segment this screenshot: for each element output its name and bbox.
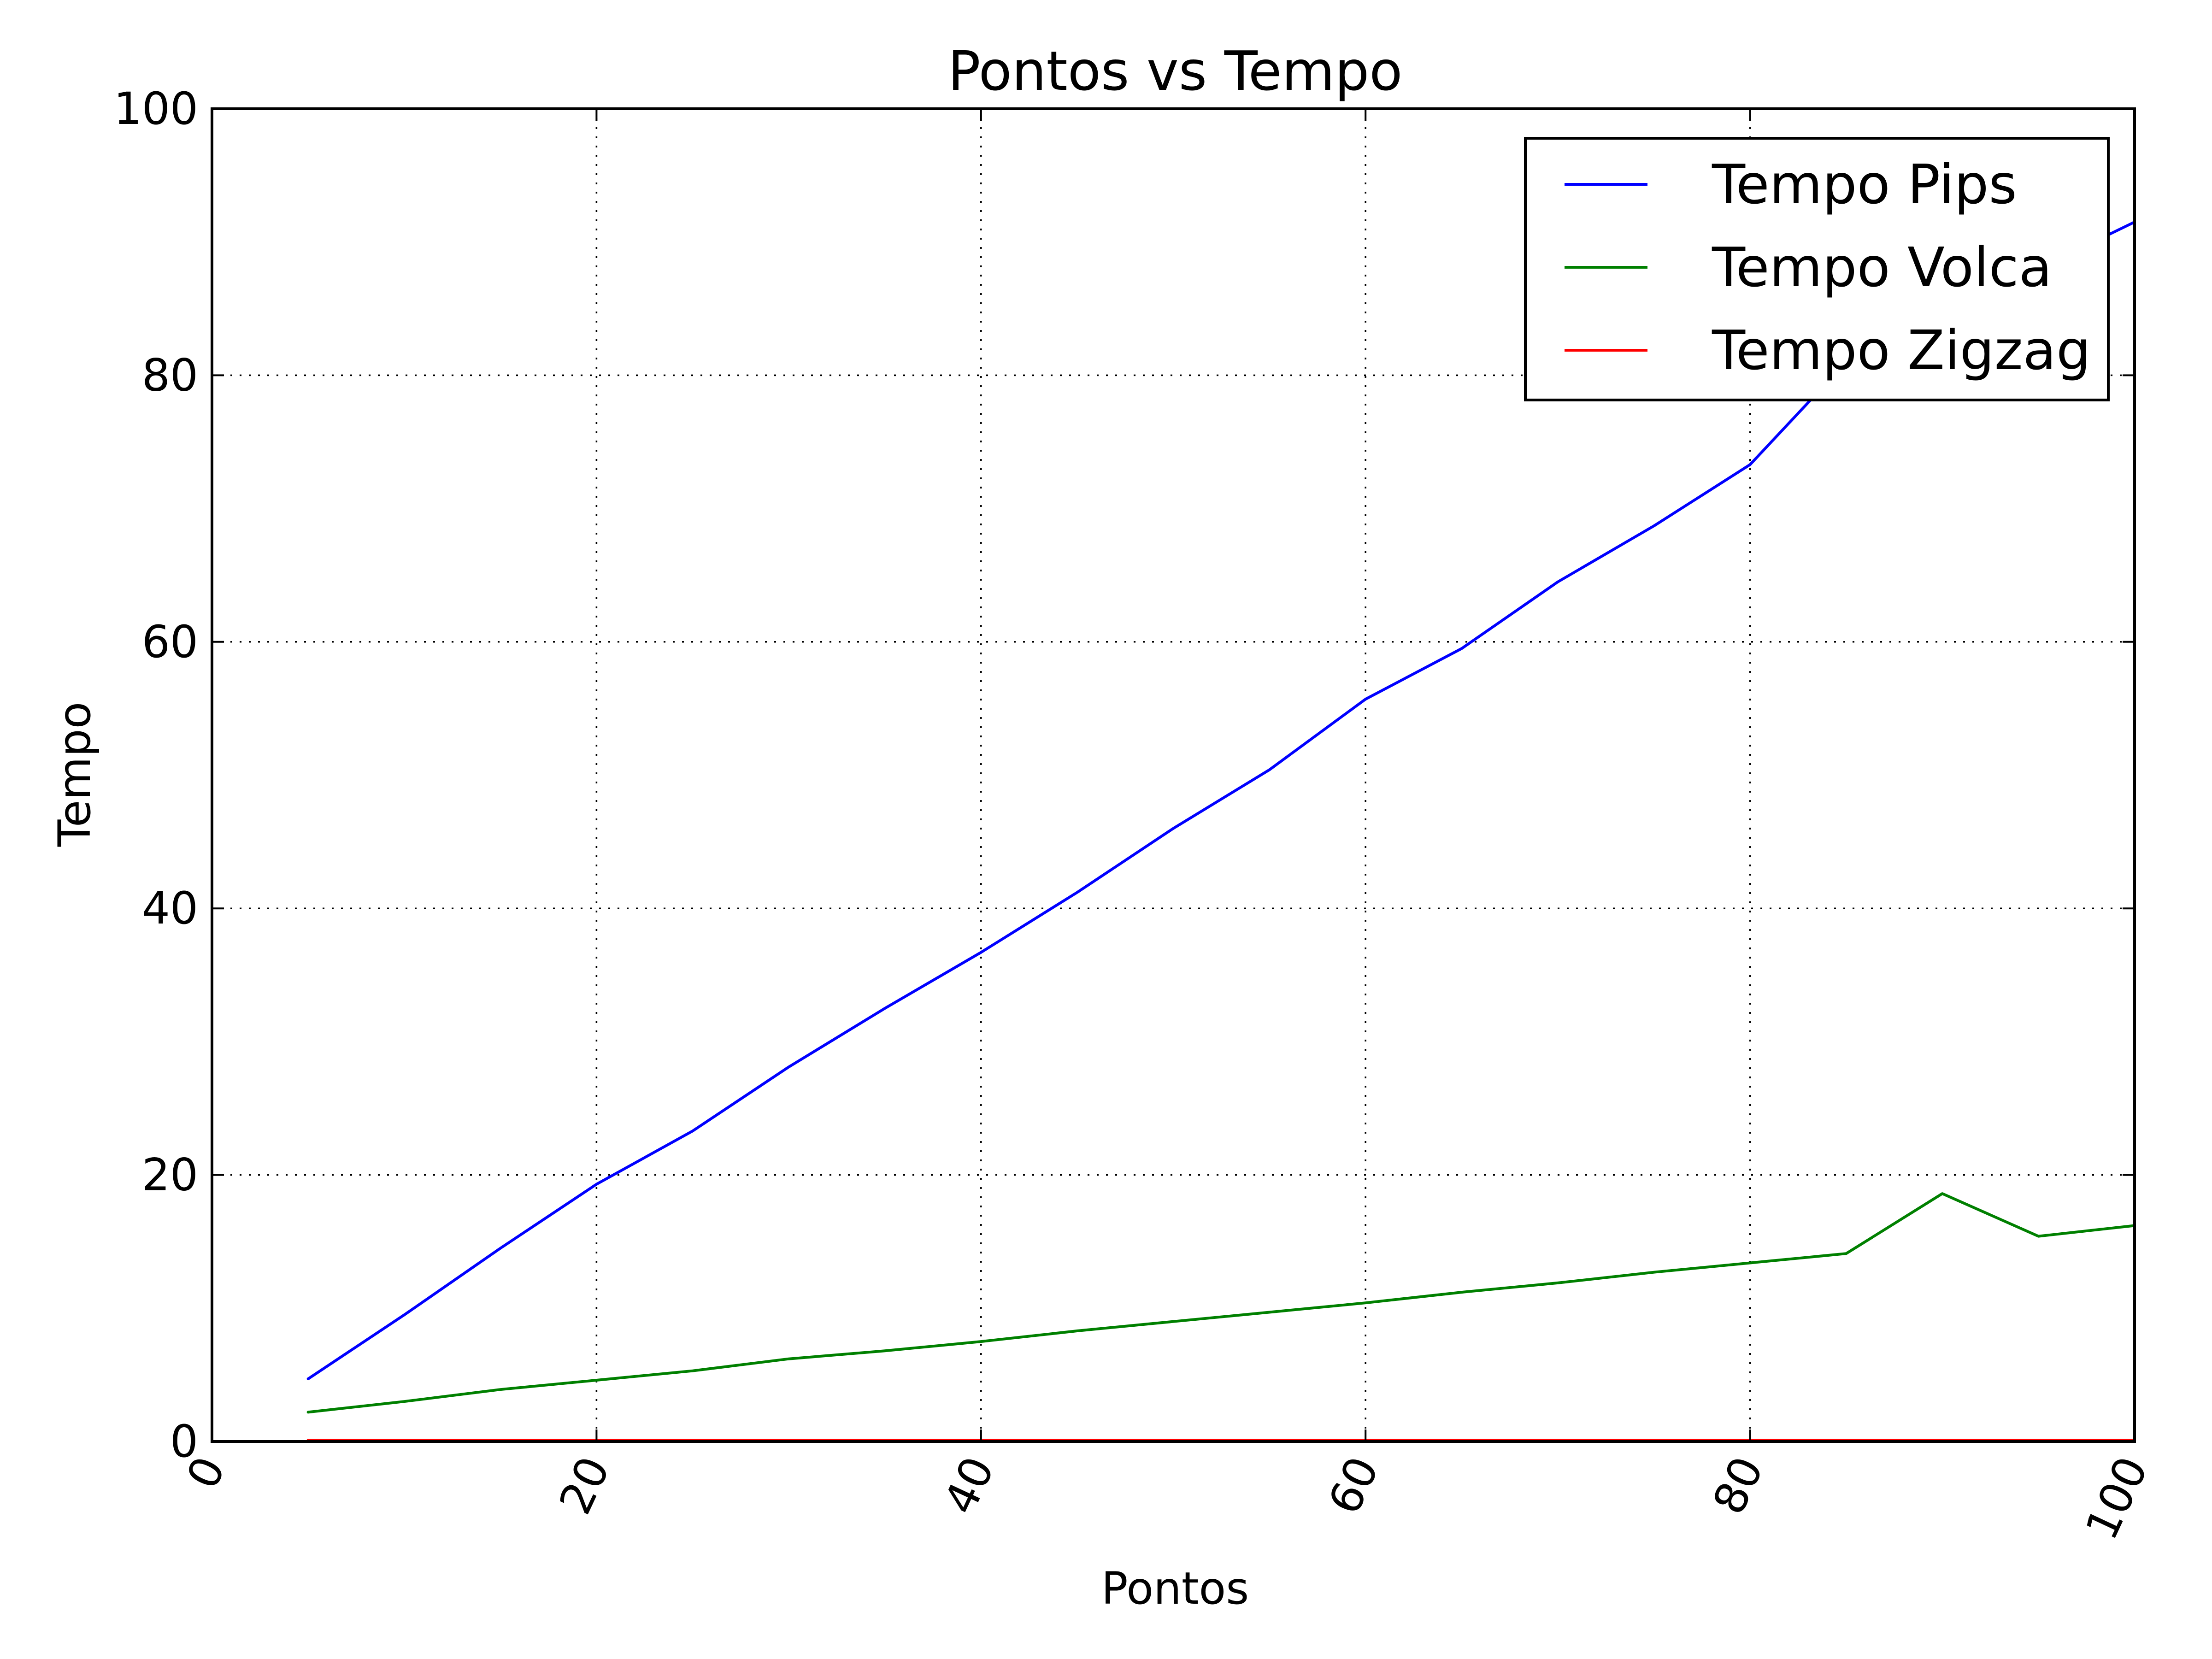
plot-frame: [211, 107, 2136, 1443]
legend-label: Tempo Pips: [1712, 153, 2017, 216]
y-tick-label: 80: [142, 349, 198, 401]
y-tick-label: 100: [114, 83, 198, 135]
y-tick-label: 0: [170, 1416, 198, 1467]
legend-box: [1524, 137, 2110, 401]
y-axis-label: Tempo: [49, 702, 100, 847]
legend: Tempo Pips Tempo Volca Tempo Zigzag: [1524, 137, 2110, 401]
series-line-tempo-volca: [306, 1192, 2136, 1414]
chart-title: Pontos vs Tempo: [948, 39, 1403, 103]
x-axis-label: Pontos: [1101, 1563, 1249, 1614]
y-tick-label: 60: [142, 616, 198, 668]
y-tick-label: 40: [142, 882, 198, 934]
legend-label: Tempo Volca: [1712, 235, 2052, 299]
y-tick-label: 20: [142, 1149, 198, 1201]
legend-label: Tempo Zigzag: [1712, 318, 2091, 382]
